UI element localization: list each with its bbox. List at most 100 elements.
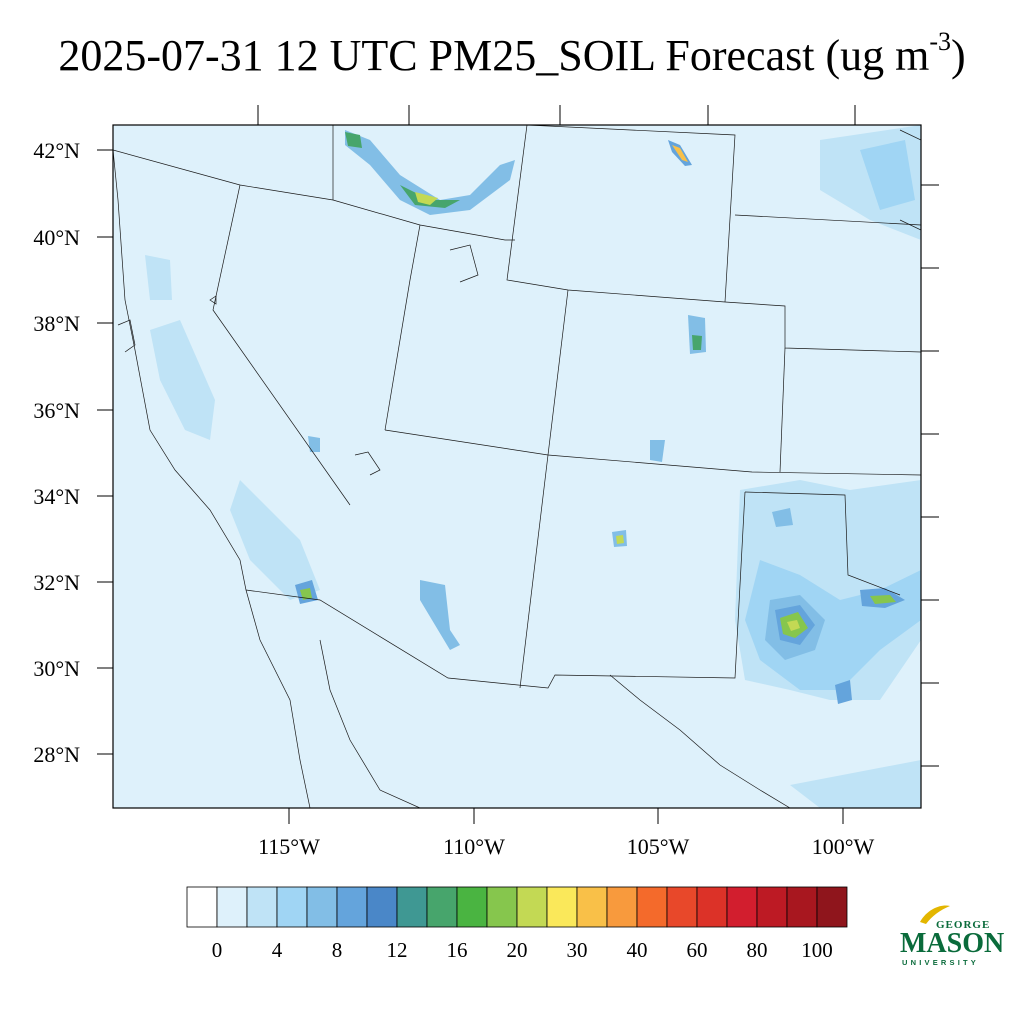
colorbar-swatch [756,886,788,928]
george-mason-logo: GEORGE MASON UNIVERSITY [900,905,1004,967]
colorbar-label: 60 [686,938,708,962]
colorbar-swatch [246,886,278,928]
wyoming-plume-core [415,192,438,205]
wyoming-west-spot [345,132,362,148]
colorbar-swatch [546,886,578,928]
texas-south-spot [835,680,852,704]
imperial-valley-core [300,588,312,600]
arizona-streak [420,580,460,650]
lat-label-42: 42°N [33,138,80,163]
colorbar-label: 0 [211,938,223,962]
logo-top-text: GEORGE [936,919,990,931]
lat-label-28: 28°N [33,742,80,767]
lat-label-30: 30°N [33,656,80,681]
colorbar-label: 12 [386,938,408,962]
haze-central-valley [150,320,215,440]
colorbar-swatch [186,886,218,928]
las-vegas-spot [308,436,320,452]
coastline-gulf-california [319,639,421,808]
title-close-paren: ) [951,31,966,80]
texas-east-plume-core [870,595,896,604]
border-north-nv-ut [113,149,515,241]
border-ne-sd [734,214,921,226]
lon-label-100w: 100°W [811,834,875,859]
texas-north-spot [772,508,793,527]
border-ks [724,301,921,353]
colorbar-label: 30 [566,938,588,962]
border-ut-nv [384,224,421,431]
colorbar-swatch [726,886,758,928]
colorbar-swatch [396,886,428,928]
texas-core-peak [787,620,800,631]
colorbar-swatch [606,886,638,928]
colorbar [186,886,848,928]
haze-region-northeast-core [860,140,915,210]
logo-leaf-icon [920,905,950,924]
colorbar-label: 40 [626,938,648,962]
colorbar-swatch [666,886,698,928]
logo-main-text: MASON [900,928,1004,959]
lon-label-110w: 110°W [443,834,505,859]
title-unit-exponent: -3 [929,27,951,57]
map-background [113,125,921,808]
border-wy-co [506,125,726,303]
lat-label-34: 34°N [33,484,80,509]
border-ok-tx [744,491,901,596]
border-ks-ok [779,347,786,473]
colorado-spot-core [692,335,702,350]
map-frame [112,124,922,809]
border-wy-ne [526,125,736,303]
boundaries [113,125,921,808]
colorbar-label: 16 [446,938,468,962]
colorbar-swatch [426,886,458,928]
lat-label-36: 36°N [33,398,80,423]
colorbar-label: 4 [271,938,283,962]
lake-tahoe [209,295,217,305]
colorbar-swatch [456,886,488,928]
lat-label-32: 32°N [33,570,80,595]
colorbar-label: 100 [801,938,833,962]
lat-label-40: 40°N [33,225,80,250]
wyoming-plume-outer [345,130,515,215]
colorbar-swatch [786,886,818,928]
colorbar-swatch [816,886,848,928]
colorbar-swatch [696,886,728,928]
title-text: 2025-07-31 12 UTC PM25_SOIL Forecast (ug… [58,31,930,80]
lon-label-115w: 115°W [258,834,320,859]
colorbar-swatch [216,886,248,928]
haze-south-california [230,480,320,600]
colorado-river [354,451,381,476]
map-title: 2025-07-31 12 UTC PM25_SOIL Forecast (ug… [0,27,1024,81]
lake-edges [899,129,921,231]
colorbar-label: 80 [746,938,768,962]
colorbar-label: 20 [506,938,528,962]
new-mexico-spot-core [616,535,624,544]
lon-label-105w: 105°W [626,834,690,859]
colorbar-swatch [576,886,608,928]
colorbar-swatch [486,886,518,928]
colorbar-label: 8 [331,938,343,962]
coastline-pacific [113,149,311,808]
border-us-mexico [245,491,746,689]
nebraska-streak-core [672,145,688,162]
colorbar-swatch [636,886,668,928]
lat-label-38: 38°N [33,311,80,336]
wyoming-plume-mid [400,185,460,208]
colorbar-swatch [306,886,338,928]
logo-bottom-text: UNIVERSITY [902,958,979,967]
great-salt-lake [449,244,479,283]
concentration-field [145,125,921,808]
sf-bay [117,319,136,353]
haze-north-california [145,255,172,300]
colorbar-swatch [336,886,368,928]
border-az-nm-co [519,289,569,689]
colorbar-swatch [516,886,548,928]
rio-grande [609,674,791,808]
colorado-spot-outer [688,315,706,354]
colorado-south-spot [650,440,665,462]
colorbar-swatch [276,886,308,928]
border-ca-nv [212,184,351,506]
haze-region-southeast [790,760,921,808]
colorbar-swatch [366,886,398,928]
